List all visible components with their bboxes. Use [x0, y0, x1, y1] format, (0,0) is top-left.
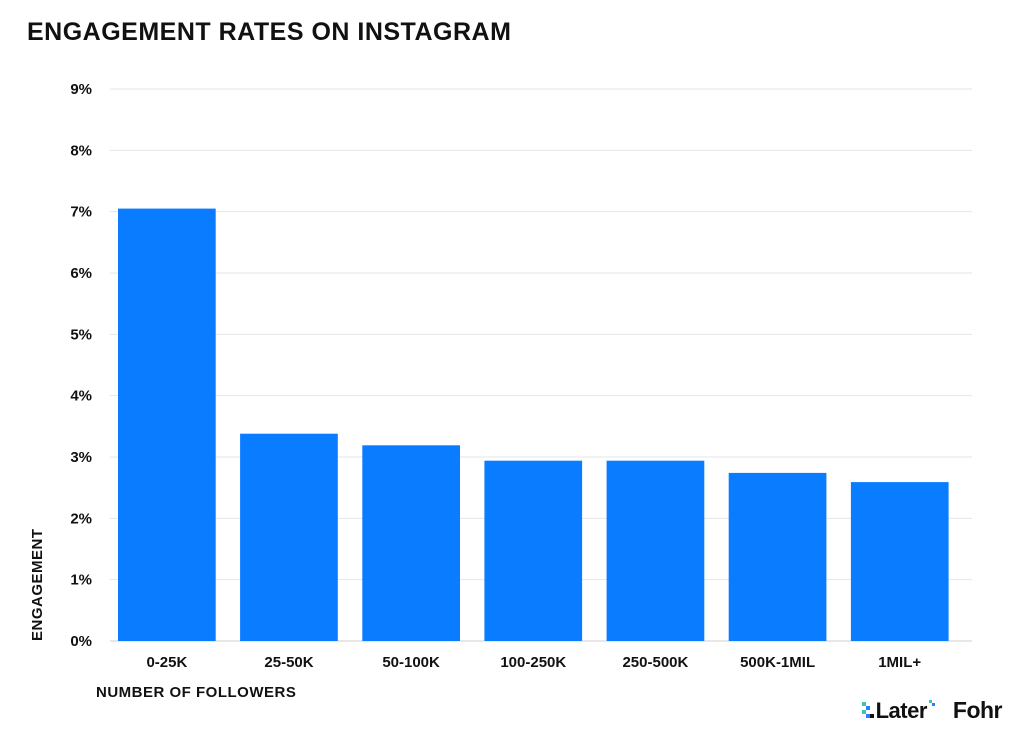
bar-1mil- [850, 482, 949, 641]
x-tick-label: 50-100K [382, 654, 440, 671]
y-tick-label: 7% [70, 204, 92, 221]
bar-25-50k [240, 433, 338, 641]
y-tick-label: 4% [70, 388, 92, 405]
x-axis-label: NUMBER OF FOLLOWERS [96, 684, 296, 701]
y-axis-ticks: 0% 1% 2% 3% 4% 5% 6% 7% 8% 9% [70, 81, 92, 650]
x-tick-label: 250-500K [622, 654, 688, 671]
y-tick-label: 8% [70, 142, 92, 159]
x-axis-ticks: 0-25K 25-50K 50-100K 100-250K 250-500K 500K-1… [146, 654, 921, 671]
bar-50-100k [362, 445, 460, 641]
y-axis-label: ENGAGEMENT [29, 528, 46, 641]
later-accent-icon [928, 699, 935, 706]
x-tick-label: 1MIL+ [878, 654, 921, 671]
later-pixel-mark-icon [861, 701, 874, 720]
y-tick-label: 2% [70, 510, 92, 527]
fohr-logo: Fohr [952, 697, 1003, 723]
bar-250-500k [606, 460, 705, 641]
y-tick-label: 6% [70, 265, 92, 282]
later-wordmark: Later [875, 697, 928, 723]
x-tick-label: 500K-1MIL [740, 654, 815, 671]
y-tick-label: 3% [70, 449, 92, 466]
y-tick-label: 0% [70, 633, 92, 650]
brand-logos: Later Fohr [861, 697, 1003, 724]
bar-0-25k [118, 208, 216, 641]
bar-100-250k [484, 460, 583, 641]
x-tick-label: 0-25K [146, 654, 187, 671]
y-tick-label: 1% [70, 572, 92, 589]
x-tick-label: 100-250K [500, 654, 566, 671]
x-tick-label: 25-50K [264, 654, 313, 671]
bar-500k-1mil [728, 472, 827, 641]
y-tick-label: 5% [70, 326, 92, 343]
chart-title: ENGAGEMENT RATES ON INSTAGRAM [27, 18, 512, 46]
bars [118, 208, 949, 641]
later-logo: Later [861, 697, 935, 724]
y-tick-label: 9% [70, 81, 92, 98]
